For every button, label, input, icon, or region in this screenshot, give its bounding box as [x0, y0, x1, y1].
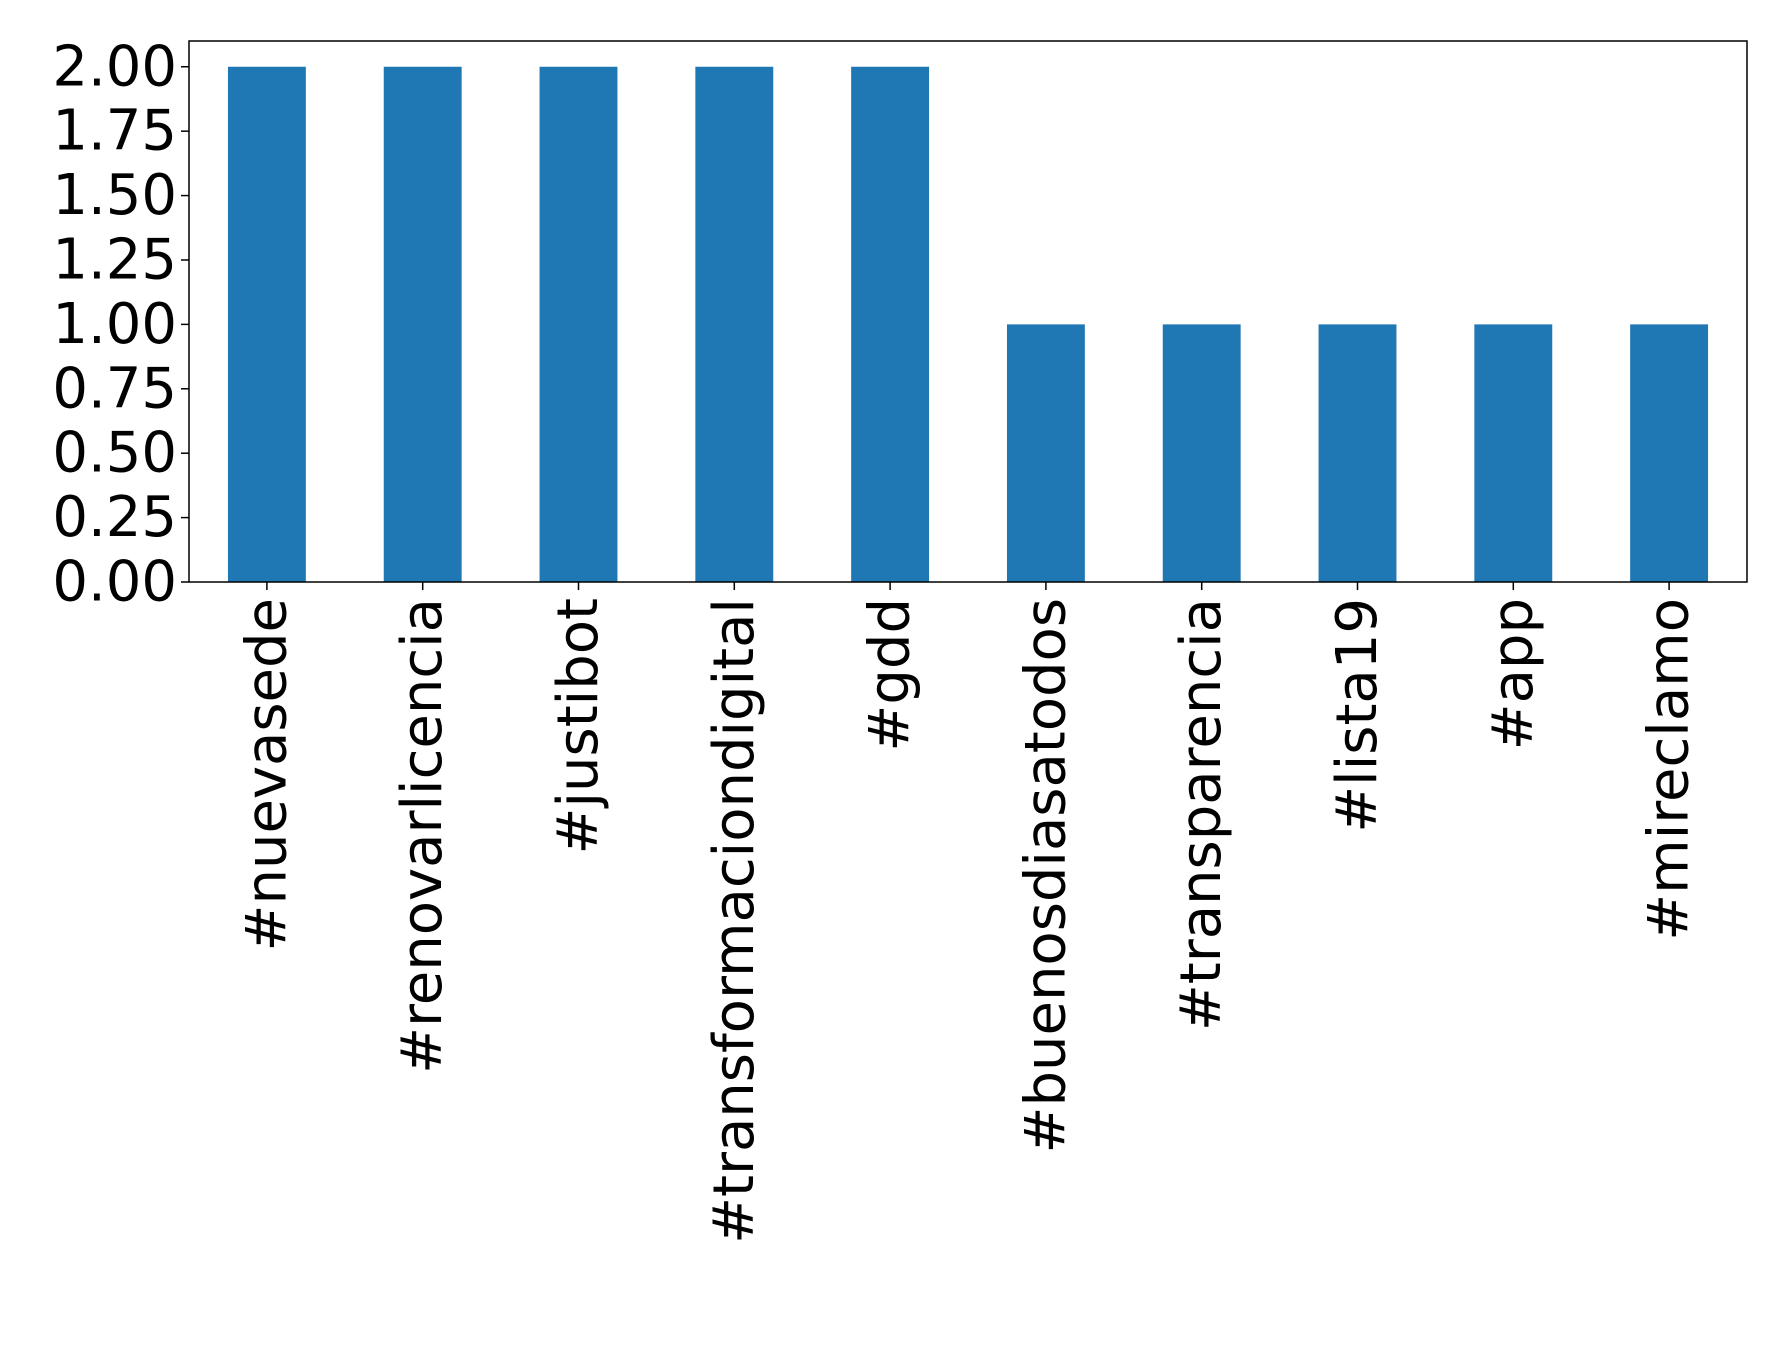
bar-justibot [539, 66, 618, 582]
x-tick-label: #lista19 [1325, 598, 1390, 833]
bar-lista19 [1318, 324, 1397, 582]
y-tick-label: 0.75 [52, 356, 177, 421]
x-tick-label: #mireclamo [1637, 598, 1702, 941]
y-tick-label: 1.00 [52, 292, 177, 357]
x-tick-label: #renovarlicencia [390, 598, 455, 1074]
y-tick-label: 1.75 [52, 99, 177, 164]
x-tick-label: #buenosdiasatodos [1013, 598, 1078, 1153]
bar-transformaciondigital [695, 66, 774, 582]
y-axis: 0.000.250.500.751.001.251.501.752.00 [52, 34, 189, 615]
x-tick-label: #transparencia [1169, 598, 1234, 1031]
x-tick-label: #app [1481, 598, 1546, 750]
bar-nuevasede [227, 66, 306, 582]
bar-renovarlicencia [383, 66, 462, 582]
bar-app [1474, 324, 1553, 582]
y-tick-label: 1.50 [52, 163, 177, 228]
x-axis: #nuevasede #renovarlicencia #justibot #tran… [234, 582, 1702, 1244]
bar-transparencia [1162, 324, 1241, 582]
y-tick-label: 0.50 [52, 421, 177, 486]
bar-gdd [851, 66, 930, 582]
bar-buenosdiasatodos [1006, 324, 1085, 582]
x-tick-label: #justibot [546, 598, 611, 854]
y-tick-label: 0.25 [52, 485, 177, 550]
y-tick-label: 1.25 [52, 227, 177, 292]
x-tick-label: #transformaciondigital [702, 598, 767, 1244]
bar-mireclamo [1630, 324, 1709, 582]
x-tick-label: #nuevasede [234, 598, 299, 951]
plot-frame [188, 40, 1748, 583]
y-tick-label: 2.00 [52, 34, 177, 99]
x-tick-label: #gdd [858, 598, 923, 752]
y-tick-label: 0.00 [52, 550, 177, 615]
bars-group [227, 66, 1709, 582]
